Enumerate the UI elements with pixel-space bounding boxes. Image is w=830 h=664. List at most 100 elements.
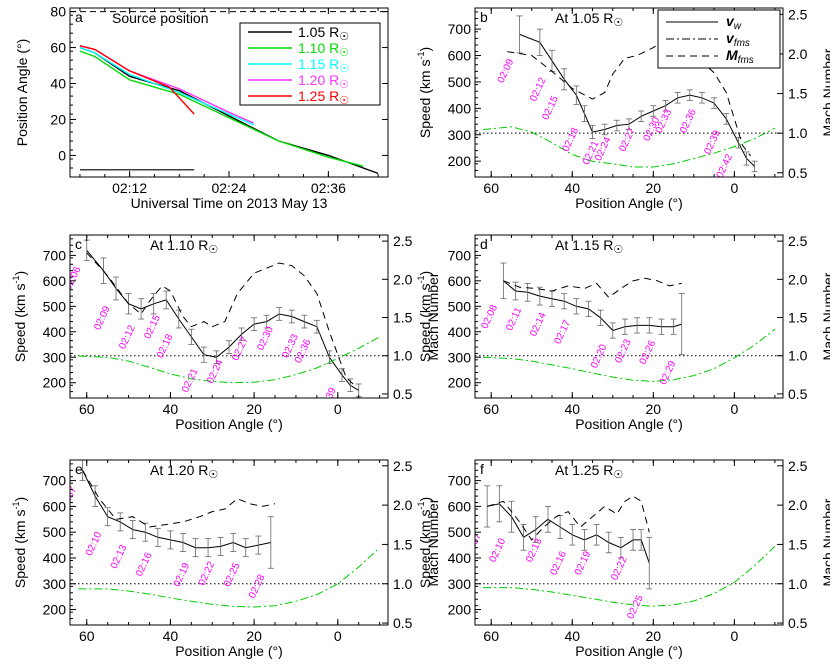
series-line-m-fms [503,277,682,299]
x-tick-label: 40 [564,180,580,196]
y-tick-label: 80 [50,4,66,20]
time-label: 02:28 [247,573,268,601]
y2-axis-label: Mach Number [425,498,441,586]
x-axis-title: Position Angle (°) [575,643,683,659]
y-tick-label: 400 [448,324,472,340]
time-label-group: 02:39 [702,128,723,156]
y2-tick-label: 1.5 [788,536,808,552]
time-label: 02:19 [172,561,193,589]
time-label-group: 02:18 [155,332,176,360]
time-label: 02:18 [561,126,582,154]
axes-frame [69,459,389,626]
legend-label: 1.15 R☉ [298,56,349,75]
y2-tick-label: 2.5 [393,458,413,474]
x-tick-label: 02:12 [112,180,147,196]
time-label-group: 02:09 [92,304,113,332]
time-label-group: 02:16 [548,549,569,577]
time-label-group: 02:08 [480,303,501,331]
time-label-group: 02:27 [230,335,251,363]
y-tick-label: 200 [43,375,67,391]
y2-tick-label: 2.5 [788,458,808,474]
panel-title: At 1.25 R☉ [555,462,623,481]
series-line-m-fms [507,39,751,157]
time-label: 02:10 [84,530,105,558]
y-tick-label: 20 [50,111,66,127]
x-tick-label: 0 [334,628,342,644]
time-label-group: 02:19 [573,549,594,577]
y-tick-label: 40 [50,76,66,92]
time-label-group: 02:25 [625,593,646,621]
time-label-group: 02:16 [134,551,155,579]
y2-tick-label: 1.5 [393,310,413,326]
y2-axis-label: Mach Number [820,48,830,136]
x-tick-label: 60 [483,180,499,196]
y-tick-label: 500 [43,524,67,540]
y-axis-label: Speed (km s-1) [416,497,433,588]
time-label-group: 02:06 [70,265,84,293]
y-axis-title: Speed (km s-1) [416,271,433,362]
x-tick-label: 20 [646,401,662,417]
y2-axis-title: Mach Number [425,498,441,586]
y-tick-label: 60 [50,40,66,56]
y-tick-label: 700 [448,247,472,263]
y2-axis-label: Mach Number [425,272,441,360]
y2-tick-label: 2.5 [788,233,808,249]
y2-tick-label: 0.5 [788,615,808,631]
time-label-group: 02:11 [504,305,524,332]
time-label: 02:10 [488,536,509,564]
legend-label: 1.20 R☉ [298,72,349,91]
y-tick-label: 500 [448,298,472,314]
x-tick-label: 40 [163,628,179,644]
x-tick-label: 20 [246,401,262,417]
time-label: 02:09 [496,57,517,85]
y-tick-label: 700 [43,247,67,263]
panel-f: 02:07 02:10 02:13 02:16 02:19 02:22 02:25 60 40 2… [416,458,830,659]
y-axis-title: Position Angle (°) [14,39,30,147]
time-label-group: 02:30 [255,325,276,353]
x-tick-label: 60 [79,628,95,644]
time-label: 02:13 [524,536,545,564]
series-line-v-w [82,470,271,549]
y2-tick-label: 2.5 [393,233,413,249]
time-label-group: 02:12 [117,323,138,351]
time-label: 02:18 [155,332,176,360]
panel-title: At 1.10 R☉ [150,237,218,256]
axes-frame [474,7,784,178]
y-tick-label: 500 [448,524,472,540]
x-tick-label: 0 [730,628,738,644]
x-axis-title: Position Angle (°) [175,643,283,659]
y-axis-label: Speed (km s-1) [416,47,433,138]
time-label-group: 02:27 [617,126,638,154]
y-tick-label: 300 [43,349,67,365]
time-label: 02:27 [230,335,251,363]
time-label: 02:42 [715,152,736,180]
series-line-1-20-r- [79,45,255,124]
series-line-v-fms [78,547,380,608]
y2-tick-label: 1.0 [788,125,808,141]
time-label-group: 02:19 [172,561,193,589]
time-label: 02:30 [255,325,276,353]
y2-tick-label: 1.0 [393,348,413,364]
y-tick-label: 400 [43,324,67,340]
x-tick-label: 20 [646,180,662,196]
series-line-v-fms [483,546,776,607]
time-label: 02:12 [117,323,138,351]
y-tick-label: 600 [448,48,472,64]
series-line-m-fms [86,252,355,386]
y-tick-label: 200 [448,153,472,169]
y-axis-label: Speed (km s-1) [11,497,28,588]
time-label: 02:27 [617,126,638,154]
time-label: 02:23 [613,337,634,365]
time-label-group: 02:23 [613,337,634,365]
y-axis-title: Speed (km s-1) [416,497,433,588]
y-tick-label: 700 [448,473,472,489]
series-line-1-15-r- [79,46,255,126]
time-label-group: 02:29 [658,359,679,387]
y2-axis-label: Mach Number [820,272,830,360]
x-tick-label: 20 [246,628,262,644]
time-label-group: 02:15 [142,313,163,341]
time-label-group: 02:15 [540,94,561,122]
y-tick-label: 700 [448,21,472,37]
y2-axis-title: Mach Number [820,48,830,136]
series-line-1-10-r- [79,50,364,167]
